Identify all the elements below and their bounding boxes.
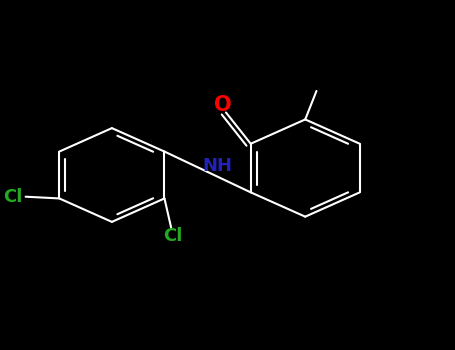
Text: NH: NH xyxy=(202,157,233,175)
Text: O: O xyxy=(213,95,231,115)
Text: Cl: Cl xyxy=(3,188,23,206)
Text: Cl: Cl xyxy=(163,226,182,245)
